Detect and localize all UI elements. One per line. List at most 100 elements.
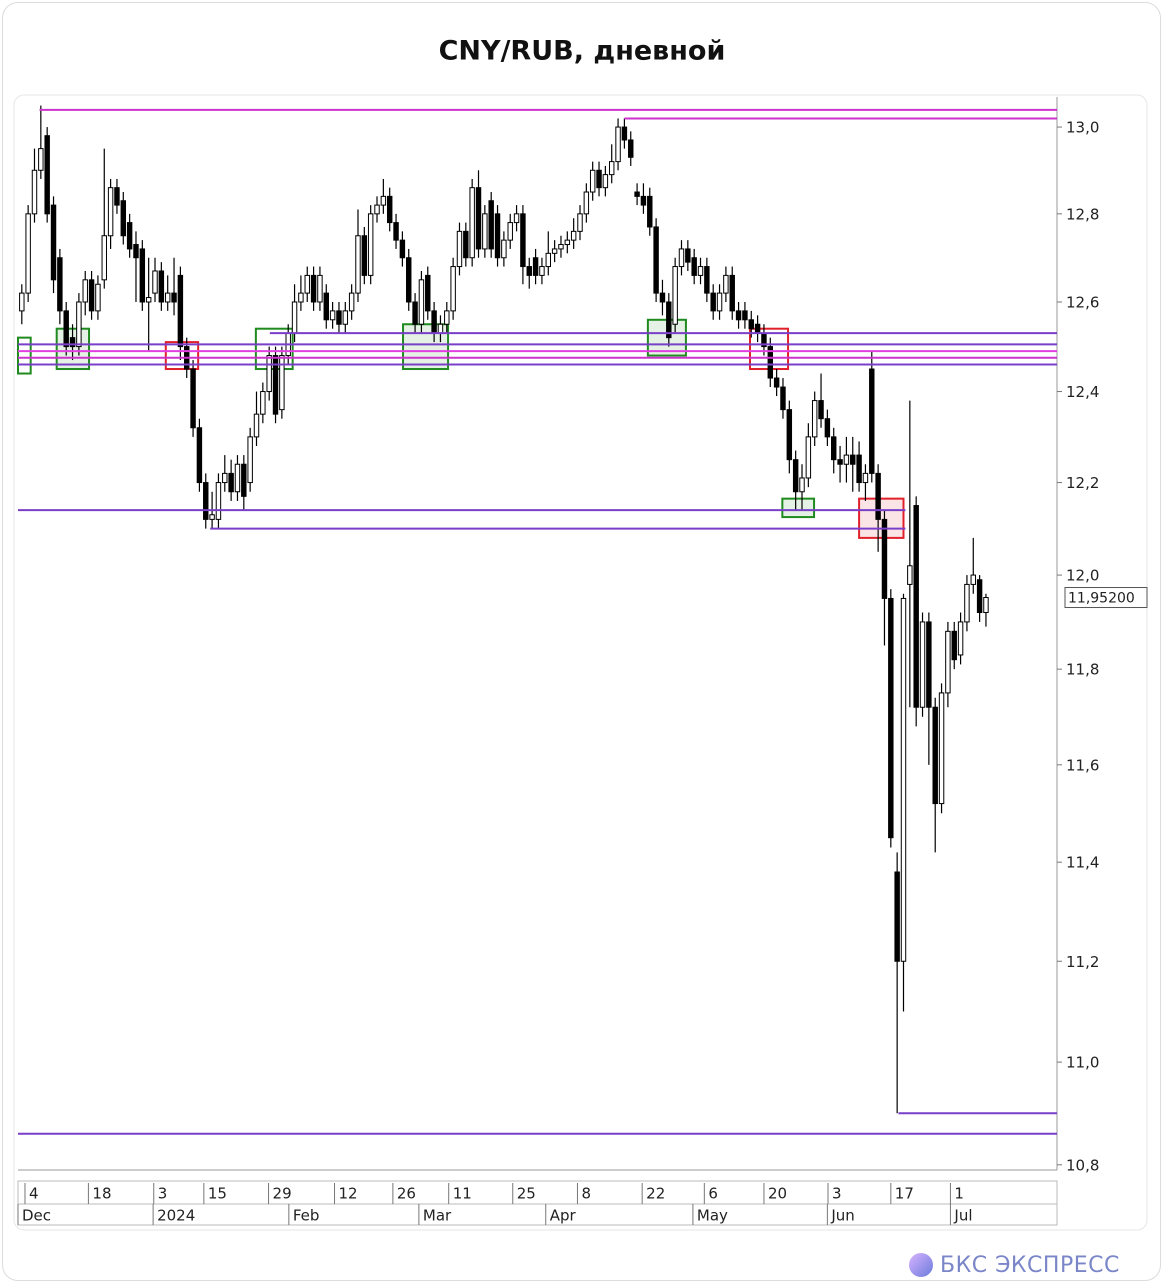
candle-body [228, 472, 234, 493]
candle-body [786, 409, 793, 461]
x-tick-label: 17 [895, 1185, 914, 1203]
candle-body [513, 213, 520, 224]
y-tick-label: 11,6 [1066, 756, 1099, 774]
candle-body [615, 126, 621, 163]
candle-body [310, 274, 317, 303]
candle-body [792, 459, 799, 493]
candle-body [494, 213, 501, 259]
candle-body [279, 355, 285, 411]
candle-body [640, 195, 647, 206]
candle-body [913, 505, 919, 708]
month-label: Jun [830, 1207, 854, 1225]
x-tick-label: 26 [397, 1185, 416, 1203]
candle-body [628, 139, 634, 158]
candle-body [850, 454, 856, 465]
candle-body [95, 283, 101, 312]
candle-body [596, 169, 602, 189]
candle-body [247, 436, 253, 484]
zone [858, 497, 905, 539]
candle-body [558, 244, 564, 250]
y-tick-label: 12,4 [1066, 383, 1099, 401]
x-tick-label: 29 [273, 1185, 292, 1203]
candle-body [88, 279, 95, 312]
candle-body [888, 597, 894, 839]
candle-body [329, 310, 336, 321]
candle-body [818, 400, 824, 420]
candle-body [367, 213, 374, 276]
candle-body [425, 274, 431, 312]
candle-body [304, 274, 310, 294]
candle-body [945, 630, 951, 694]
candle-body [241, 463, 247, 497]
candle-body [780, 386, 786, 411]
candle-body [767, 346, 774, 379]
candle-body [412, 301, 418, 325]
x-tick-label: 3 [832, 1185, 842, 1203]
candle-body [114, 187, 120, 206]
candle-body [342, 310, 349, 325]
candle-body [735, 310, 742, 321]
candle-body [437, 323, 444, 334]
month-label: Feb [293, 1207, 320, 1225]
y-tick-label: 13,0 [1066, 119, 1099, 137]
candle-body [666, 301, 672, 339]
candle-body [253, 413, 260, 438]
candle-body [348, 292, 355, 312]
candle-body [729, 274, 735, 312]
candle-body [520, 213, 526, 268]
candle-body [101, 235, 107, 281]
candle-body [222, 472, 228, 484]
last-price-box [1064, 587, 1148, 609]
candle-body [691, 257, 697, 276]
candle-body [234, 463, 241, 493]
candle-body [482, 213, 488, 250]
candle-body [532, 257, 539, 276]
y-tick-label: 11,4 [1066, 854, 1099, 872]
candle-body [209, 514, 215, 520]
candle-body [57, 257, 63, 312]
candle-body [685, 248, 691, 263]
candle-body [951, 630, 957, 661]
candle-body [25, 213, 31, 294]
candle-body [120, 200, 127, 237]
candle-body [133, 244, 139, 259]
candle-body [926, 621, 932, 708]
candle-body [215, 482, 222, 520]
candle-body [805, 436, 812, 479]
candle-body [869, 368, 875, 474]
candle-body [444, 310, 450, 325]
candle-body [203, 482, 209, 520]
candle-body [964, 583, 970, 623]
candle-body [754, 323, 761, 334]
candle-body [672, 266, 678, 325]
chart-title: CNY/RUB, дневной [439, 36, 726, 67]
x-tick-label: 1 [954, 1185, 964, 1203]
candle-body [678, 248, 685, 268]
candle-body [82, 279, 88, 303]
candle-body [653, 226, 659, 294]
candle-body [469, 187, 475, 259]
candle-body [501, 239, 507, 259]
zone [781, 497, 816, 519]
candle-body [63, 310, 69, 348]
candle-body [983, 597, 989, 614]
candle-body [260, 391, 266, 415]
month-label: May [697, 1207, 728, 1225]
candle-body [773, 377, 780, 388]
candle-body [608, 161, 615, 176]
candle-body [152, 270, 158, 294]
candle-body [577, 213, 583, 232]
candle-body [475, 187, 482, 250]
candle-body [748, 319, 754, 330]
candle-body [171, 292, 177, 303]
candle-body [69, 337, 76, 348]
candle-body [742, 310, 748, 321]
candle-body [406, 257, 412, 303]
y-tick-label: 12,2 [1066, 474, 1099, 492]
zone [17, 336, 32, 375]
x-tick-label: 12 [339, 1185, 358, 1203]
candle-body [716, 292, 723, 312]
candle-body [355, 235, 361, 294]
